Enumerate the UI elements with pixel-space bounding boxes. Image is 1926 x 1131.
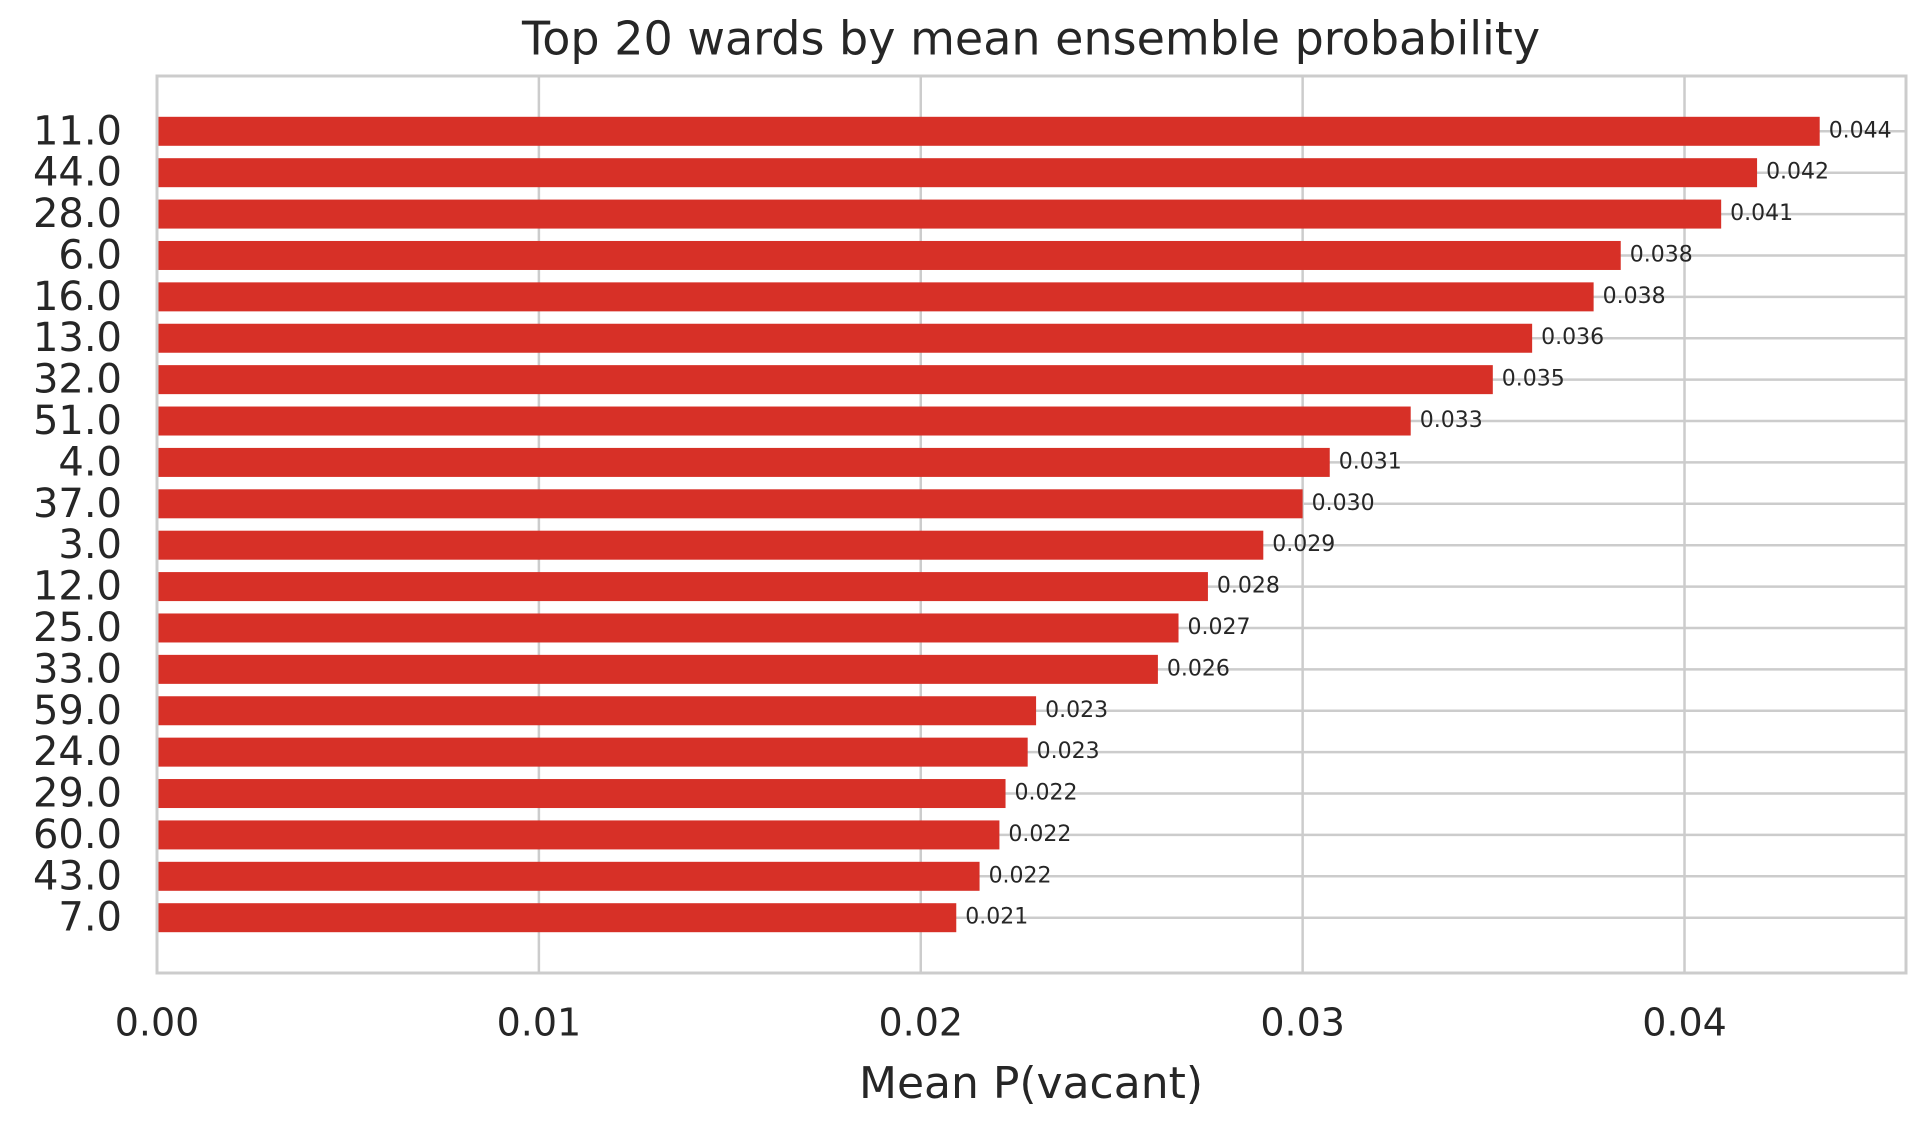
- value-label: 0.022: [989, 863, 1052, 888]
- value-label: 0.041: [1730, 201, 1793, 226]
- value-label: 0.027: [1188, 615, 1251, 640]
- value-label: 0.022: [1008, 822, 1071, 847]
- x-tick-label: 0.00: [115, 1001, 200, 1045]
- y-tick-label: 11.0: [33, 108, 122, 154]
- y-tick-label: 3.0: [58, 522, 122, 568]
- value-label: 0.029: [1272, 532, 1335, 557]
- bar: [157, 696, 1037, 726]
- bar: [157, 613, 1179, 643]
- value-label: 0.031: [1339, 449, 1402, 474]
- value-label: 0.030: [1312, 491, 1375, 516]
- x-tick-label: 0.01: [497, 1001, 582, 1045]
- value-label: 0.044: [1829, 118, 1892, 143]
- bar: [157, 737, 1028, 767]
- value-label: 0.026: [1167, 656, 1230, 681]
- y-tick-label: 4.0: [58, 439, 122, 485]
- bar: [157, 406, 1411, 436]
- y-tick-label: 7.0: [58, 895, 122, 941]
- bar: [157, 654, 1158, 684]
- bar: [157, 779, 1006, 809]
- bar: [157, 199, 1722, 229]
- value-label: 0.042: [1766, 160, 1829, 185]
- bar: [157, 861, 980, 891]
- value-label: 0.028: [1217, 574, 1280, 599]
- bar: [157, 447, 1330, 477]
- value-label: 0.035: [1502, 367, 1565, 392]
- bar: [157, 282, 1594, 312]
- x-tick-label: 0.04: [1642, 1001, 1727, 1045]
- y-tick-label: 33.0: [33, 646, 122, 692]
- bar: [157, 903, 957, 933]
- value-label: 0.021: [965, 905, 1028, 930]
- x-tick-label: 0.02: [878, 1001, 963, 1045]
- y-tick-label: 29.0: [33, 771, 122, 817]
- bar: [157, 572, 1208, 602]
- bar: [157, 530, 1264, 560]
- x-axis-label: Mean P(vacant): [859, 1058, 1203, 1109]
- value-label: 0.038: [1603, 284, 1666, 309]
- bar: [157, 240, 1621, 270]
- y-tick-label: 6.0: [58, 232, 122, 278]
- value-label: 0.022: [1015, 781, 1078, 806]
- y-tick-label: 44.0: [33, 150, 122, 196]
- y-tick-label: 12.0: [33, 564, 122, 610]
- y-tick-label: 28.0: [33, 191, 122, 237]
- value-label: 0.023: [1045, 698, 1108, 723]
- y-tick-label: 25.0: [33, 605, 122, 651]
- chart-title: Top 20 wards by mean ensemble probabilit…: [521, 12, 1540, 66]
- y-tick-label: 43.0: [33, 853, 122, 899]
- bar: [157, 158, 1758, 188]
- bar: [157, 116, 1820, 146]
- y-tick-label: 60.0: [33, 812, 122, 858]
- value-label: 0.038: [1630, 242, 1693, 267]
- bar: [157, 489, 1303, 519]
- bar: [157, 365, 1493, 395]
- y-tick-label: 51.0: [33, 398, 122, 444]
- bar: [157, 820, 1000, 850]
- plot-frame: [155, 74, 1908, 975]
- value-label: 0.036: [1541, 325, 1604, 350]
- y-tick-label: 13.0: [33, 315, 122, 361]
- y-tick-label: 32.0: [33, 357, 122, 403]
- value-label: 0.033: [1420, 408, 1483, 433]
- y-tick-label: 16.0: [33, 274, 122, 320]
- value-label: 0.023: [1037, 739, 1100, 764]
- x-tick-label: 0.03: [1260, 1001, 1345, 1045]
- bar: [157, 323, 1533, 353]
- y-tick-label: 59.0: [33, 688, 122, 734]
- y-tick-label: 24.0: [33, 729, 122, 775]
- y-tick-label: 37.0: [33, 481, 122, 527]
